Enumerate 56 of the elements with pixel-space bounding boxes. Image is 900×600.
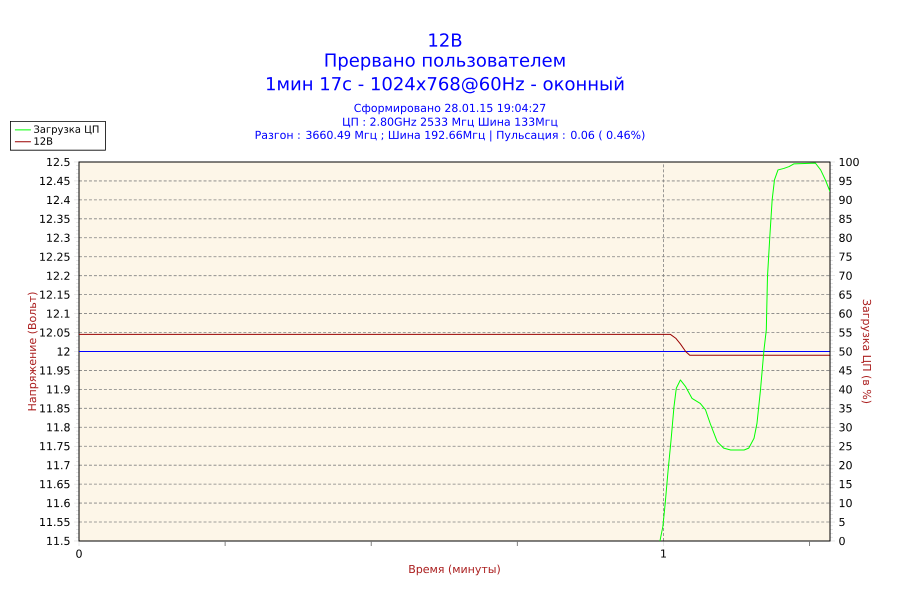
line-series [79,334,830,356]
y2-axis-title: Загрузка ЦП (в %) [860,300,872,404]
y2-tick-label: 5 [839,518,845,526]
y-tick-label: 12.45 [40,176,70,186]
y-tick-label: 11.9 [47,385,70,394]
y-tick-label: 12.05 [40,328,70,337]
y2-tick-label: 25 [839,442,852,450]
y-tick-label: 12.3 [47,234,70,242]
y-tick-label: 11.8 [47,423,70,432]
legend-label: 12В [34,137,52,145]
y-tick-label: 12.35 [40,214,70,223]
y-tick-label: 12 [58,347,70,356]
y2-tick-label: 95 [839,176,852,186]
legend-label: Загрузка ЦП [34,125,98,135]
y2-tick-label: 20 [839,461,852,470]
y2-tick-label: 0 [839,536,845,546]
y2-tick-label: 60 [839,309,852,318]
y2-tick-label: 65 [839,290,852,299]
text: 1мин 17с - 1024x768@60Hz - оконный [267,76,624,94]
y-tick-label: 11.65 [40,480,70,488]
y2-tick-label: 55 [839,328,852,337]
y-tick-label: 11.7 [47,461,70,470]
y-tick-label: 11.5 [47,536,70,546]
x-tick-label: 1 [661,550,666,558]
y-tick-label: 12.4 [47,196,70,204]
x-axis-title: Время (минуты) [409,564,500,576]
y-tick-label: 12.2 [47,272,70,280]
y2-tick-label: 90 [839,196,852,204]
y2-tick-label: 100 [840,158,859,166]
y-tick-label: 11.75 [40,442,70,450]
y-tick-label: 11.85 [40,404,70,412]
y-tick-label: 11.55 [40,518,70,526]
text: Разгон : 3660.49 Мгц ; Шина 192.66Мгц | Пульсация : 0.06 ( 0.46%) [256,130,644,142]
y2-tick-label: 85 [839,214,852,223]
y-tick-label: 12.25 [40,252,70,261]
y2-tick-label: 40 [839,385,852,394]
y-tick-label: 12.1 [47,309,70,318]
y2-tick-label: 50 [839,347,852,356]
y2-tick-label: 80 [839,234,852,242]
y-tick-label: 11.6 [47,498,70,508]
line-series [659,162,830,541]
y2-tick-label: 70 [839,272,852,280]
chart-subtitle: Прервано пользователем [326,54,565,70]
y2-tick-label: 30 [839,423,852,432]
y-tick-label: 12.15 [40,290,70,299]
y2-tick-label: 75 [839,252,852,261]
y-axis-title: Напряжение (Вольт) [28,292,38,410]
y-tick-label: 11.95 [40,366,70,375]
text: Сформировано 28.01.15 19:04:27 [354,104,546,114]
chart-title: 12В [429,33,462,47]
y2-tick-label: 10 [840,498,852,508]
y2-tick-label: 45 [839,366,852,375]
text: ЦП : 2.80GHz 2533 Мгц Шина 133Мгц [343,118,558,128]
y-tick-label: 12.5 [47,158,70,166]
y2-tick-label: 15 [840,480,852,488]
y2-tick-label: 35 [839,404,852,412]
